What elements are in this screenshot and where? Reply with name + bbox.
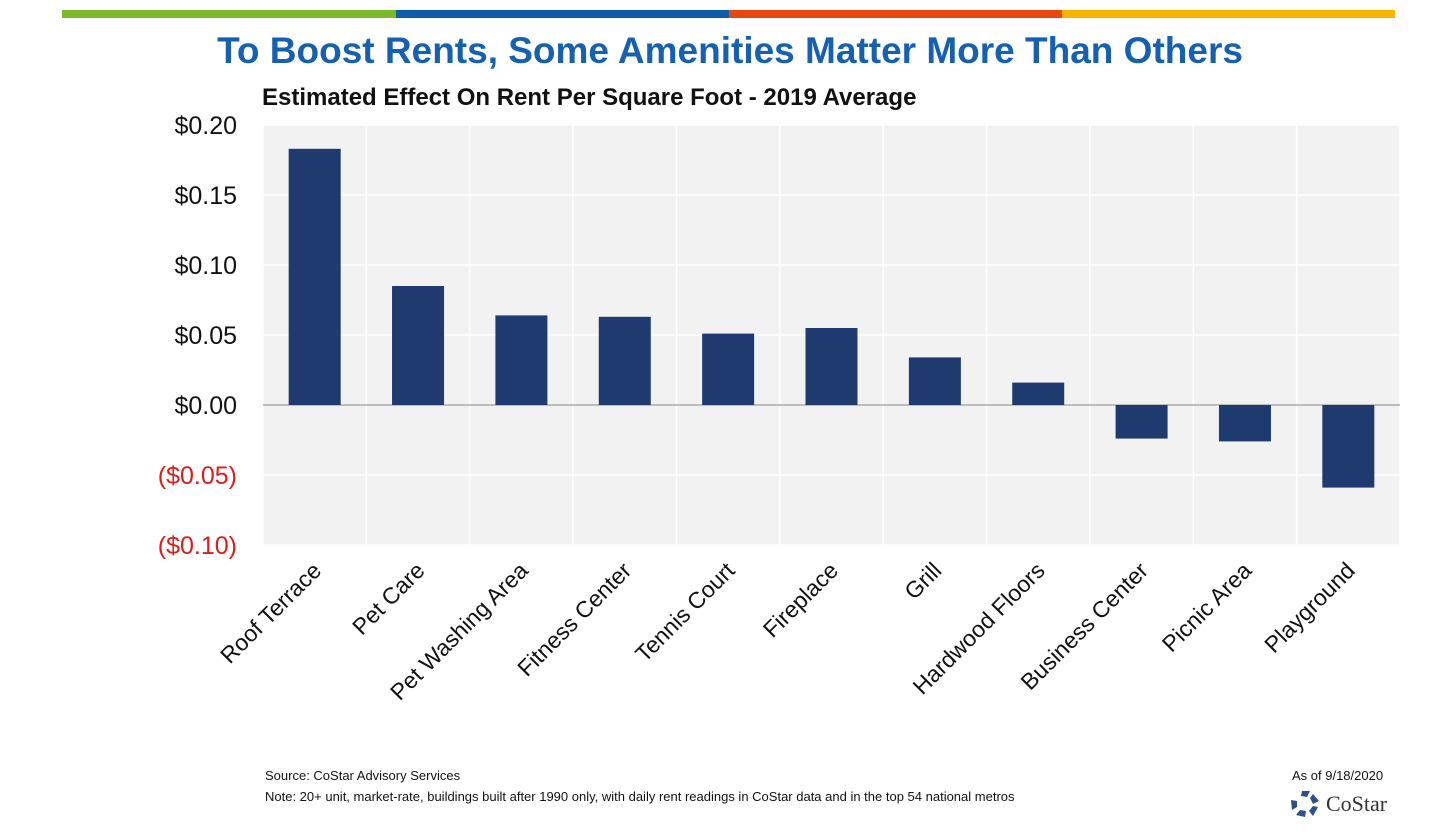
bar-grill — [908, 357, 961, 405]
stripe-blue — [396, 10, 729, 18]
stripe-green — [62, 10, 396, 18]
y-tick-label: $0.10 — [174, 252, 237, 280]
costar-logo: CoStar — [1290, 790, 1387, 818]
bar-picnic-area — [1218, 405, 1271, 442]
costar-star-icon — [1291, 791, 1319, 817]
stripe-orange — [729, 10, 1062, 18]
x-tick-label: Roof Terrace — [215, 557, 326, 668]
page-title: To Boost Rents, Some Amenities Matter Mo… — [217, 30, 1243, 71]
y-tick-label: $0.15 — [174, 182, 237, 210]
source-note: Source: CoStar Advisory Services — [265, 768, 461, 783]
bar-pet-washing-area — [495, 315, 548, 405]
stripe-yellow — [1062, 10, 1395, 18]
y-tick-label: $0.05 — [174, 322, 237, 350]
chart-subtitle: Estimated Effect On Rent Per Square Foot… — [262, 84, 917, 111]
y-tick-label: $0.20 — [174, 112, 237, 140]
x-tick-label: Playground — [1259, 557, 1360, 658]
as-of-date: As of 9/18/2020 — [1292, 768, 1384, 783]
bar-roof-terrace — [288, 148, 341, 406]
x-tick-label: Pet Care — [347, 557, 430, 640]
bar-fitness-center — [598, 316, 651, 405]
bar-playground — [1322, 405, 1375, 488]
y-tick-label: ($0.05) — [158, 462, 237, 490]
bar-pet-care — [392, 286, 445, 405]
x-tick-label: Tennis Court — [630, 557, 740, 667]
methodology-note: Note: 20+ unit, market-rate, buildings b… — [265, 789, 1015, 804]
bar-fireplace — [805, 328, 858, 405]
logo-text: CoStar — [1326, 791, 1388, 816]
y-tick-label: $0.00 — [174, 392, 237, 420]
bar-business-center — [1115, 405, 1168, 439]
x-tick-label: Grill — [899, 557, 946, 604]
bar-tennis-court — [702, 333, 755, 405]
x-tick-label: Fireplace — [758, 557, 843, 642]
bar-hardwood-floors — [1012, 382, 1065, 405]
y-tick-label: ($0.10) — [158, 532, 237, 560]
x-tick-label: Picnic Area — [1157, 557, 1257, 657]
